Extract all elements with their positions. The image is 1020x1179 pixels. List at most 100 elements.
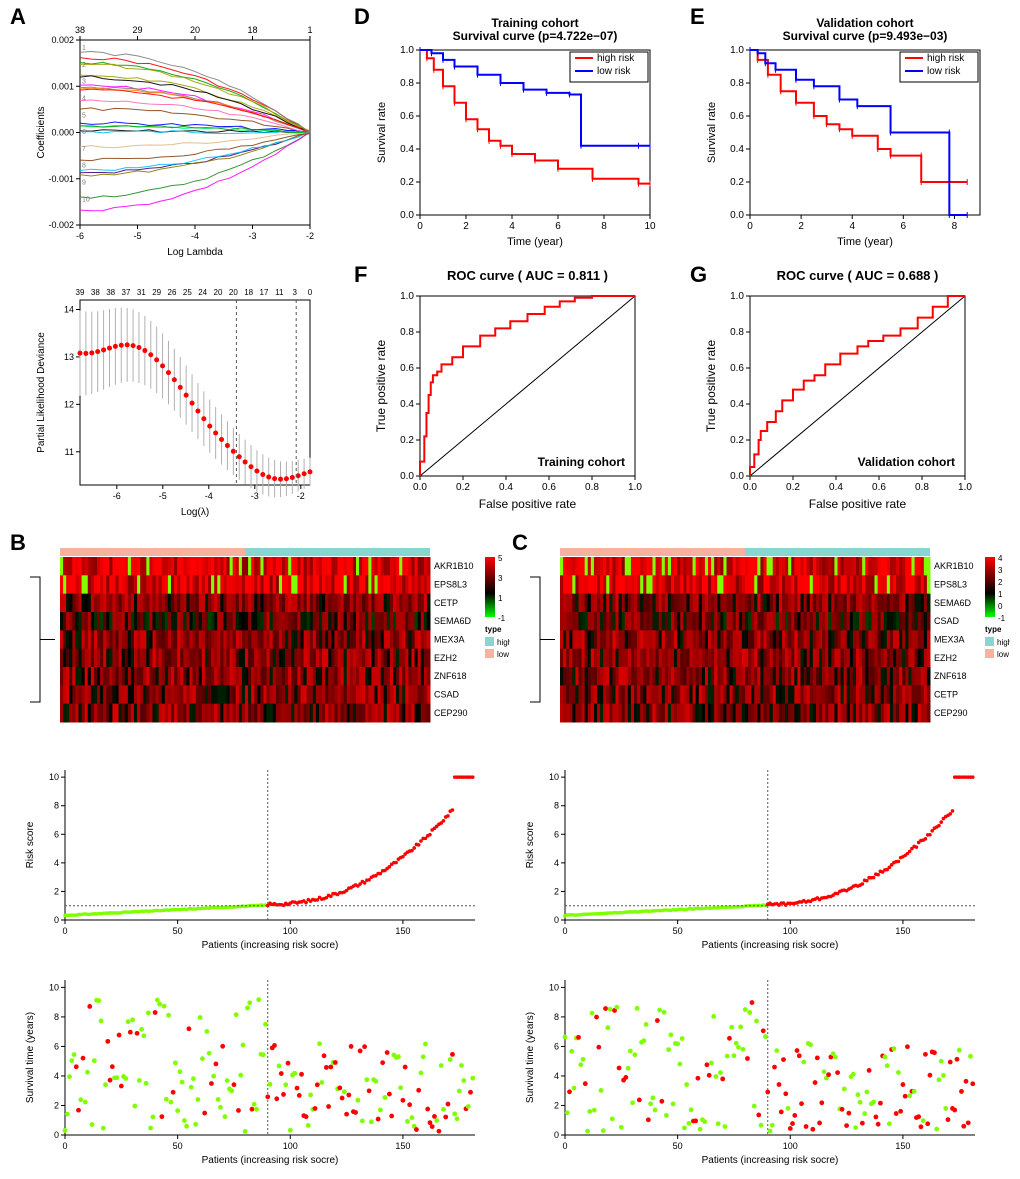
svg-text:12: 12: [64, 399, 74, 409]
svg-text:37: 37: [122, 288, 131, 297]
svg-text:100: 100: [783, 1141, 798, 1151]
svg-text:38: 38: [106, 288, 115, 297]
svg-text:0.2: 0.2: [456, 482, 470, 493]
riskscore-B: 0246810050100150Patients (increasing ris…: [20, 760, 510, 955]
svg-text:0.6: 0.6: [400, 363, 414, 374]
svg-text:0.0: 0.0: [730, 210, 744, 221]
svg-text:0.6: 0.6: [872, 482, 886, 493]
svg-text:0.4: 0.4: [829, 482, 843, 493]
svg-text:Patients (increasing risk socr: Patients (increasing risk socre): [702, 1155, 839, 1166]
svg-text:0.8: 0.8: [730, 327, 744, 338]
svg-text:-5: -5: [159, 491, 167, 501]
svg-text:-0.001: -0.001: [48, 174, 74, 184]
svg-text:ROC curve ( AUC = 0.811 ): ROC curve ( AUC = 0.811 ): [447, 268, 608, 283]
svg-text:0: 0: [308, 288, 313, 297]
svg-text:3: 3: [998, 566, 1003, 575]
svg-text:Validation cohort: Validation cohort: [816, 16, 913, 30]
svg-text:0.6: 0.6: [400, 111, 414, 122]
svg-text:150: 150: [895, 1141, 910, 1151]
svg-text:14: 14: [64, 304, 74, 314]
svg-text:50: 50: [673, 1141, 683, 1151]
svg-text:Log Lambda: Log Lambda: [167, 247, 223, 258]
svg-text:0.8: 0.8: [915, 482, 929, 493]
svg-text:10: 10: [644, 221, 656, 232]
svg-text:CETP: CETP: [434, 598, 458, 608]
svg-text:high risk: high risk: [927, 53, 965, 64]
svg-text:18: 18: [247, 25, 257, 35]
svg-text:0.4: 0.4: [499, 482, 513, 493]
svg-text:False positive rate: False positive rate: [479, 497, 577, 511]
svg-text:11: 11: [275, 288, 284, 297]
svg-text:0.0: 0.0: [400, 210, 414, 221]
svg-text:True positive rate: True positive rate: [704, 340, 718, 433]
svg-text:0: 0: [998, 602, 1003, 611]
svg-text:EPS8L3: EPS8L3: [934, 580, 967, 590]
svg-text:0: 0: [62, 926, 67, 936]
svg-text:0.2: 0.2: [400, 435, 414, 446]
svg-text:2: 2: [554, 1100, 559, 1110]
svg-text:0.2: 0.2: [730, 435, 744, 446]
svg-text:3: 3: [82, 79, 86, 86]
svg-text:8: 8: [54, 801, 59, 811]
svg-text:Time (year): Time (year): [507, 236, 563, 248]
svg-text:0.8: 0.8: [730, 78, 744, 89]
svg-text:Validation cohort: Validation cohort: [858, 455, 955, 469]
svg-text:0: 0: [562, 1141, 567, 1151]
svg-text:10: 10: [549, 772, 559, 782]
svg-text:29: 29: [132, 25, 142, 35]
svg-text:29: 29: [152, 288, 161, 297]
svg-text:4: 4: [554, 1071, 559, 1081]
svg-text:2: 2: [54, 1100, 59, 1110]
svg-text:9: 9: [82, 180, 86, 187]
svg-text:0: 0: [54, 915, 59, 925]
svg-text:0.0: 0.0: [413, 482, 427, 493]
svg-text:0.0: 0.0: [400, 471, 414, 482]
svg-text:Log(λ): Log(λ): [181, 507, 209, 518]
svg-text:5: 5: [82, 112, 86, 119]
svg-text:5: 5: [498, 554, 503, 563]
svg-text:Partial Likelihood Deviance: Partial Likelihood Deviance: [36, 332, 47, 453]
svg-text:150: 150: [395, 1141, 410, 1151]
svg-text:True positive rate: True positive rate: [374, 340, 388, 433]
svg-text:high: high: [997, 638, 1010, 647]
svg-text:8: 8: [554, 1012, 559, 1022]
svg-text:8: 8: [54, 1012, 59, 1022]
svg-text:6: 6: [554, 1041, 559, 1051]
label-A: A: [10, 4, 26, 30]
svg-text:EZH2: EZH2: [434, 653, 457, 663]
label-D: D: [354, 4, 370, 30]
svg-text:1.0: 1.0: [628, 482, 642, 493]
svg-text:False positive rate: False positive rate: [809, 497, 907, 511]
svg-text:EPS8L3: EPS8L3: [434, 580, 467, 590]
heatmap-B: AKR1B10EPS8L3CETPSEMA6DMEX3AEZH2ZNF618CS…: [20, 545, 510, 745]
svg-text:150: 150: [895, 926, 910, 936]
svg-text:3: 3: [498, 574, 503, 583]
svg-text:1: 1: [498, 594, 503, 603]
svg-text:-2: -2: [306, 231, 314, 241]
svg-text:18: 18: [244, 288, 253, 297]
svg-text:2: 2: [798, 221, 804, 232]
svg-text:-3: -3: [251, 491, 259, 501]
svg-text:type: type: [985, 625, 1002, 634]
svg-text:Training cohort: Training cohort: [538, 455, 625, 469]
svg-text:4: 4: [54, 1071, 59, 1081]
svg-text:MEX3A: MEX3A: [934, 635, 965, 645]
svg-text:0: 0: [54, 1130, 59, 1140]
km-validation: Validation cohortSurvival curve (p=9.493…: [700, 15, 1010, 255]
svg-text:0.001: 0.001: [51, 81, 74, 91]
svg-text:0.6: 0.6: [730, 111, 744, 122]
svg-text:low risk: low risk: [597, 66, 631, 77]
svg-text:AKR1B10: AKR1B10: [934, 561, 974, 571]
surv-B: 0246810050100150Patients (increasing ris…: [20, 970, 510, 1170]
svg-text:Survival time (years): Survival time (years): [25, 1012, 36, 1103]
svg-text:10: 10: [49, 982, 59, 992]
svg-text:-1: -1: [998, 614, 1006, 623]
svg-text:150: 150: [395, 926, 410, 936]
svg-text:0: 0: [554, 1130, 559, 1140]
svg-text:MEX3A: MEX3A: [434, 635, 465, 645]
svg-text:high risk: high risk: [597, 53, 635, 64]
svg-text:-2: -2: [297, 491, 305, 501]
svg-text:0.2: 0.2: [786, 482, 800, 493]
svg-text:-6: -6: [113, 491, 121, 501]
svg-text:0.6: 0.6: [730, 363, 744, 374]
